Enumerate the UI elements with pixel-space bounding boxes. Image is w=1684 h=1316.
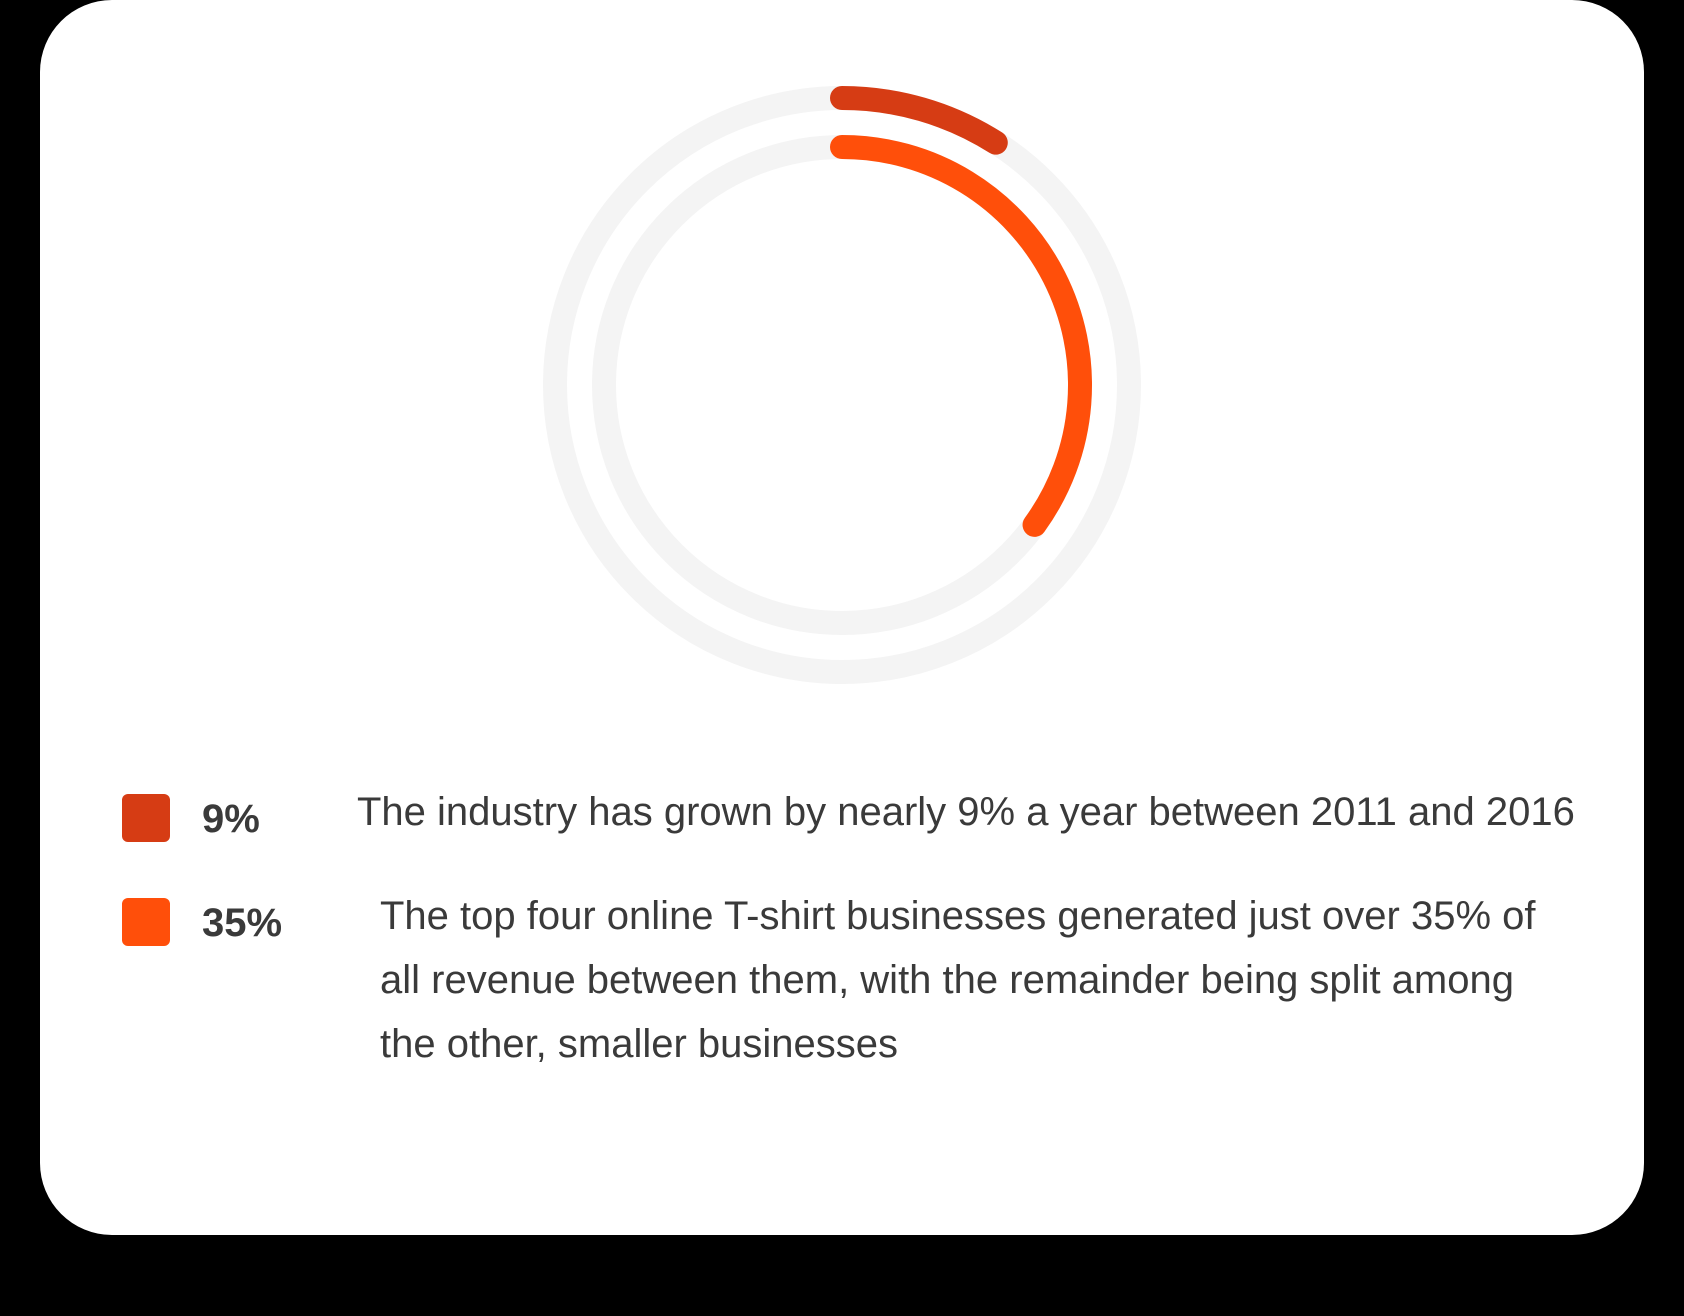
radial-bar-chart (543, 86, 1141, 684)
legend-value-35-percent: 35% (202, 901, 283, 945)
legend-swatch-35-percent (122, 898, 170, 946)
legend-description-35-percent: The top four online T-shirt businesses g… (380, 894, 1536, 1066)
outer-track (543, 86, 1141, 684)
legend-item-35-percent: 35% The top four online T-shirt business… (122, 884, 1582, 1076)
chart-card: 9% The industry has grown by nearly 9% a… (40, 0, 1644, 1235)
inner-arc-35-percent (830, 135, 1092, 537)
legend-description-9-percent: The industry has grown by nearly 9% a ye… (357, 790, 1575, 834)
legend-swatch-9-percent (122, 794, 170, 842)
legend-item-9-percent: 9% The industry has grown by nearly 9% a… (122, 780, 1582, 844)
outer-arc-9-percent (830, 86, 1008, 155)
legend-value-9-percent: 9% (202, 797, 260, 841)
legend: 9% The industry has grown by nearly 9% a… (122, 780, 1582, 1116)
